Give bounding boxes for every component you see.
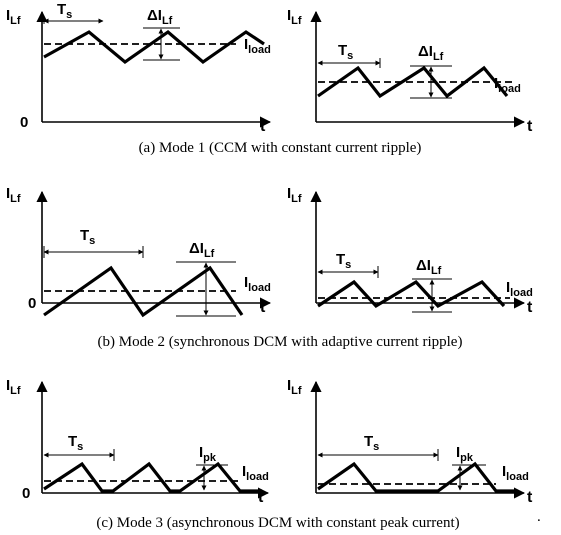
t-axis-label: t: [527, 118, 533, 135]
t-axis-label: t: [527, 299, 533, 316]
mode2-left-plot: ILf t 0 Ts ΔILf Iload: [6, 185, 272, 318]
period-label: Ts: [364, 433, 379, 453]
inductor-current-wave: [43, 461, 262, 493]
period-label: Ts: [68, 433, 83, 453]
caption-mode3: (c) Mode 3 (asynchronous DCM with consta…: [96, 515, 459, 531]
t-axis-label: t: [260, 118, 266, 135]
load-label: Iload: [494, 75, 521, 95]
ripple-label: ΔILf: [189, 240, 215, 260]
trailing-mark: .: [537, 509, 541, 525]
period-label: Ts: [336, 251, 351, 271]
inductor-current-wave: [43, 29, 265, 65]
mode2-right-plot: ILf t Ts ΔILf Iload: [287, 185, 533, 316]
y-axis-label: ILf: [6, 185, 21, 205]
period-label: Ts: [80, 227, 95, 247]
ripple-label: ΔILf: [147, 7, 173, 27]
load-label: Iload: [242, 463, 269, 483]
y-axis-label: ILf: [287, 377, 302, 397]
caption-mode1: (a) Mode 1 (CCM with constant current ri…: [139, 140, 422, 156]
mode3-right-plot: ILf t Ts Ipk Iload: [287, 377, 533, 506]
t-axis-label: t: [527, 489, 533, 506]
mode3-left-plot: ILf t 0 Ts Ipk Iload: [6, 377, 270, 506]
inductor-current-wave: [43, 265, 244, 318]
load-label: Iload: [244, 36, 271, 56]
peak-label: Ipk: [199, 444, 217, 464]
ripple-label: ΔILf: [416, 257, 442, 277]
period-label: Ts: [338, 42, 353, 62]
caption-mode2: (b) Mode 2 (synchronous DCM with adaptiv…: [98, 334, 463, 350]
inductor-current-wave: [317, 65, 509, 99]
load-label: Iload: [502, 463, 529, 483]
period-label: Ts: [57, 1, 72, 21]
y-axis-label: ILf: [6, 377, 21, 397]
y-axis-label: ILf: [287, 7, 302, 27]
mode1-right-plot: ILf t Ts ΔILf Iload: [287, 7, 533, 135]
origin-label: 0: [20, 114, 28, 131]
origin-label: 0: [28, 295, 36, 312]
peak-label: Ipk: [456, 444, 474, 464]
t-axis-label: t: [258, 489, 264, 506]
mode1-left-plot: ILf t 0 Ts ΔILf Iload: [6, 1, 272, 135]
t-axis-label: t: [260, 299, 266, 316]
ripple-label: ΔILf: [418, 43, 444, 63]
origin-label: 0: [22, 485, 30, 502]
load-label: Iload: [506, 279, 533, 299]
load-label: Iload: [244, 274, 271, 294]
inductor-current-wave: [317, 279, 506, 309]
y-axis-label: ILf: [287, 185, 302, 205]
inductor-current-wave: [317, 461, 516, 493]
y-axis-label: ILf: [6, 7, 21, 27]
